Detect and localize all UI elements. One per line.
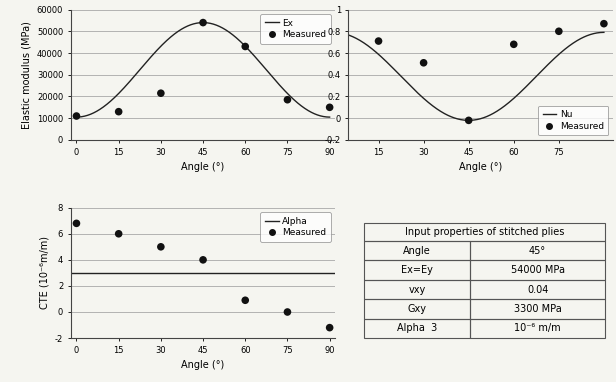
Point (198, 19, 208, 26)
Point (156, 244, 166, 250)
Point (283, 309, 293, 315)
Point (114, 231, 124, 237)
Point (71, 220, 81, 227)
Bar (364, 280, 470, 299)
Point (240, 297, 250, 303)
Bar (470, 299, 605, 319)
Text: 3300 MPa: 3300 MPa (514, 304, 562, 314)
Text: 45°: 45° (529, 246, 546, 256)
Point (464, 117, 474, 123)
Point (114, 108, 124, 115)
Text: Gxy: Gxy (408, 304, 427, 314)
Text: Input properties of stitched plies: Input properties of stitched plies (405, 227, 564, 237)
Point (71, 113, 81, 119)
Legend: Alpha, Measured: Alpha, Measured (261, 212, 331, 242)
X-axis label: Angle (°): Angle (°) (182, 360, 225, 370)
Legend: Nu, Measured: Nu, Measured (538, 106, 609, 135)
Point (328, 131, 338, 138)
Bar (364, 299, 470, 319)
Bar (470, 241, 605, 261)
Text: 0.04: 0.04 (527, 285, 548, 295)
Text: 54000 MPa: 54000 MPa (511, 265, 565, 275)
Text: Ex=Ey: Ex=Ey (402, 265, 433, 275)
Bar (470, 261, 605, 280)
Text: Angle: Angle (403, 246, 431, 256)
Y-axis label: CTE (10⁻⁶m/m): CTE (10⁻⁶m/m) (39, 236, 49, 309)
Legend: Ex, Measured: Ex, Measured (261, 14, 331, 44)
Bar (364, 319, 470, 338)
Point (554, 28, 564, 34)
Y-axis label: Elastic modulus (MPa): Elastic modulus (MPa) (22, 21, 31, 129)
X-axis label: Angle (°): Angle (°) (459, 162, 502, 172)
Bar (470, 280, 605, 299)
Bar (364, 223, 605, 241)
Point (156, 90, 166, 96)
Point (374, 38, 384, 44)
Point (509, 41, 519, 47)
Text: vxy: vxy (408, 285, 426, 295)
Point (419, 60, 429, 66)
Bar (470, 319, 605, 338)
Text: Alpha  3: Alpha 3 (397, 323, 437, 333)
Text: 10⁻⁶ m/m: 10⁻⁶ m/m (514, 323, 561, 333)
Bar (364, 241, 470, 261)
Point (325, 104, 334, 110)
Point (240, 44, 250, 50)
Point (325, 325, 334, 331)
Bar (364, 261, 470, 280)
Point (283, 97, 293, 103)
X-axis label: Angle (°): Angle (°) (182, 162, 225, 172)
Point (599, 21, 609, 27)
Point (198, 257, 208, 263)
